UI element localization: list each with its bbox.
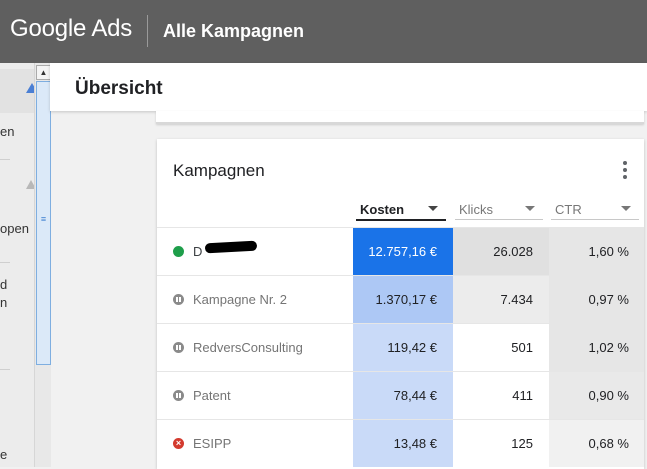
- header-divider: [147, 15, 148, 47]
- ctr-cell: 0,68 %: [549, 420, 644, 467]
- table-row[interactable]: RedversConsulting 119,42 € 501 1,02 %: [157, 323, 644, 371]
- nav-item-label[interactable]: en: [0, 124, 15, 139]
- clicks-cell: 7.434: [453, 276, 549, 323]
- cost-cell: 78,44 €: [353, 372, 453, 419]
- status-active-icon: [173, 246, 184, 257]
- clicks-cell: 411: [453, 372, 549, 419]
- nav-item-label[interactable]: n: [0, 295, 8, 310]
- clicks-cell: 501: [453, 324, 549, 371]
- ctr-cell: 0,97 %: [549, 276, 644, 323]
- ctr-cell: 0,90 %: [549, 372, 644, 419]
- nav-item-icon[interactable]: [26, 180, 36, 189]
- dropdown-icon[interactable]: [525, 206, 535, 211]
- status-removed-icon: ×: [173, 438, 184, 449]
- cost-cell: 13,48 €: [353, 420, 453, 467]
- nav-divider: [0, 369, 10, 370]
- overview-header: Übersicht: [50, 63, 647, 111]
- nav-divider: [0, 262, 10, 263]
- overview-card-edge: [156, 111, 644, 124]
- redaction-mark: [204, 240, 258, 254]
- nav-item-label[interactable]: d: [0, 277, 8, 292]
- campaigns-card: Kampagnen Kosten Klicks CTR D 12.757,16 …: [157, 139, 644, 469]
- top-app-bar: Google Ads Alle Kampagnen: [0, 0, 647, 63]
- clicks-cell: 125: [453, 420, 549, 467]
- column-header-ctr[interactable]: CTR: [551, 197, 639, 220]
- scroll-up-icon[interactable]: ▲: [36, 65, 51, 80]
- status-paused-icon: [173, 294, 184, 305]
- dropdown-icon[interactable]: [621, 206, 631, 211]
- column-label: CTR: [555, 202, 582, 217]
- sort-dropdown-icon[interactable]: [428, 206, 438, 211]
- nav-item-label[interactable]: e: [0, 447, 8, 462]
- ctr-cell: 1,60 %: [549, 228, 644, 275]
- table-row[interactable]: × ESIPP 13,48 € 125 0,68 %: [157, 419, 644, 467]
- page-section-title: Alle Kampagnen: [163, 21, 305, 41]
- card-title: Kampagnen: [173, 161, 265, 180]
- nav-home-icon[interactable]: [26, 83, 38, 93]
- google-ads-logo[interactable]: Google Ads: [10, 15, 133, 42]
- clicks-cell: 26.028: [453, 228, 549, 275]
- nav-divider: [0, 159, 10, 160]
- table-row[interactable]: Patent 78,44 € 411 0,90 %: [157, 371, 644, 419]
- cost-cell: 1.370,17 €: [353, 276, 453, 323]
- grip-icon: ≡: [40, 214, 47, 224]
- status-paused-icon: [173, 390, 184, 401]
- column-label: Kosten: [360, 202, 405, 217]
- campaign-name-link[interactable]: Patent: [193, 388, 231, 403]
- table-row[interactable]: D 12.757,16 € 26.028 1,60 %: [157, 227, 644, 275]
- campaign-name-link[interactable]: D: [193, 240, 258, 259]
- table-row[interactable]: Kampagne Nr. 2 1.370,17 € 7.434 0,97 %: [157, 275, 644, 323]
- nav-scrollbar[interactable]: ▲ ≡: [34, 63, 51, 467]
- cost-cell: 119,42 €: [353, 324, 453, 371]
- campaign-name-link[interactable]: ESIPP: [193, 436, 232, 451]
- scrollbar-thumb[interactable]: ≡: [36, 81, 51, 365]
- column-label: Klicks: [459, 202, 493, 217]
- campaign-name-link[interactable]: Kampagne Nr. 2: [193, 292, 287, 307]
- nav-item-label[interactable]: open: [0, 221, 29, 236]
- cost-cell: 12.757,16 €: [353, 228, 453, 275]
- column-header-kosten[interactable]: Kosten: [356, 197, 446, 221]
- status-paused-icon: [173, 342, 184, 353]
- card-divider: [156, 122, 644, 124]
- more-options-icon[interactable]: [619, 161, 631, 181]
- campaign-name-link[interactable]: RedversConsulting: [193, 340, 303, 355]
- ctr-cell: 1,02 %: [549, 324, 644, 371]
- campaign-table: D 12.757,16 € 26.028 1,60 % Kampagne Nr.…: [157, 227, 644, 467]
- column-header-klicks[interactable]: Klicks: [455, 197, 543, 220]
- page-title: Übersicht: [75, 78, 163, 99]
